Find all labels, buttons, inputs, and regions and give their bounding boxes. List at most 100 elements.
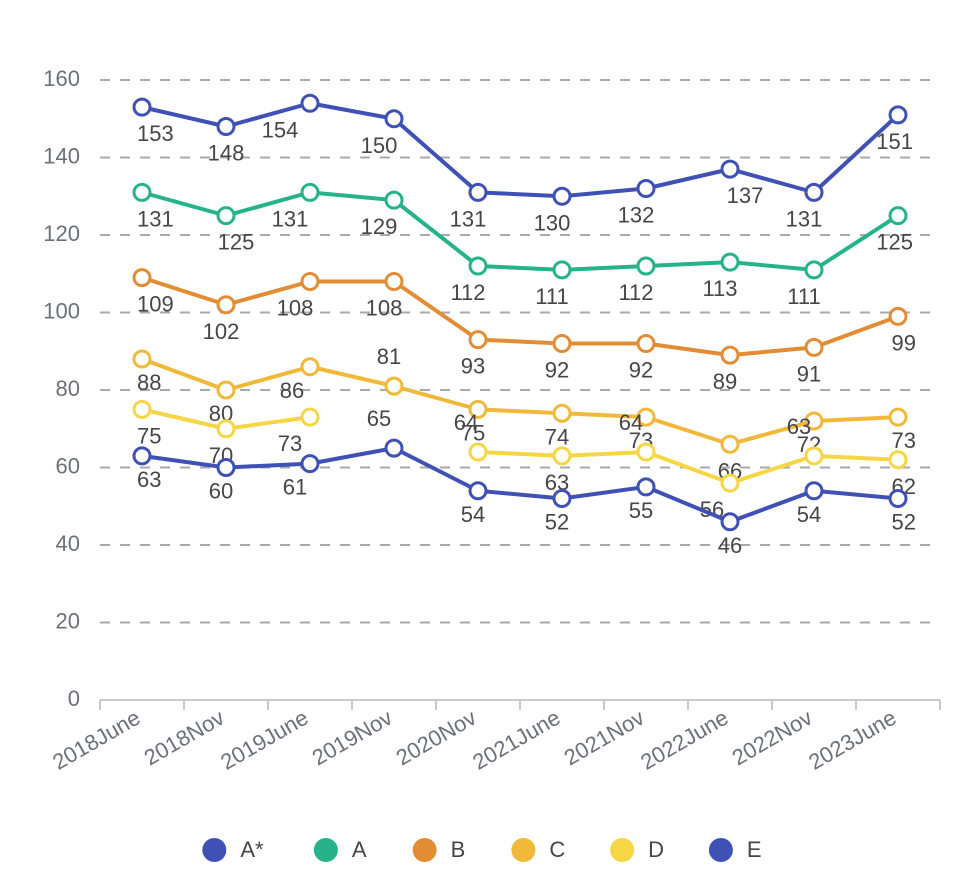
data-label-A*: 131	[450, 206, 487, 231]
marker-A*	[218, 119, 234, 135]
data-label-B: 108	[366, 296, 403, 321]
legend-item[interactable]: C	[511, 837, 565, 862]
marker-B	[218, 297, 234, 313]
legend-marker	[511, 838, 535, 862]
data-label-E: 52	[892, 510, 916, 535]
marker-B	[638, 336, 654, 352]
data-label-A*: 148	[208, 141, 245, 166]
marker-C	[722, 436, 738, 452]
data-label-A: 131	[272, 206, 309, 231]
marker-A*	[554, 188, 570, 204]
marker-D	[890, 452, 906, 468]
legend-marker	[610, 838, 634, 862]
marker-B	[470, 332, 486, 348]
data-label-E: 60	[209, 479, 233, 504]
marker-D	[218, 421, 234, 437]
data-label-A: 125	[218, 230, 255, 255]
x-tick-label: 2019Nov	[308, 705, 397, 771]
legend-item[interactable]: D	[610, 837, 664, 862]
marker-E	[218, 460, 234, 476]
series-line-B	[142, 278, 898, 356]
marker-D	[470, 444, 486, 460]
data-label-C: 81	[377, 344, 401, 369]
x-tick-label: 2021June	[468, 705, 564, 775]
y-tick-label: 160	[43, 66, 80, 91]
data-label-E: 54	[797, 502, 821, 527]
legend-item[interactable]: B	[413, 837, 466, 862]
data-label-E: 46	[718, 533, 742, 558]
series-line-D	[142, 409, 898, 483]
x-tick-label: 2021Nov	[560, 705, 649, 771]
marker-D	[134, 401, 150, 417]
data-label-A*: 137	[727, 183, 764, 208]
marker-A*	[806, 184, 822, 200]
marker-A*	[302, 95, 318, 111]
marker-E	[806, 483, 822, 499]
data-label-A: 111	[535, 284, 568, 309]
marker-E	[554, 491, 570, 507]
marker-E	[638, 479, 654, 495]
marker-D	[806, 448, 822, 464]
marker-A*	[134, 99, 150, 115]
series-A: 131125131129112111112113111125	[134, 184, 913, 309]
x-tick-label: 2018Nov	[140, 705, 229, 771]
data-label-B: 108	[277, 296, 314, 321]
data-label-E: 65	[367, 406, 391, 431]
data-label-A*: 132	[618, 203, 655, 228]
data-label-D: 73	[278, 431, 302, 456]
data-label-A: 112	[450, 280, 485, 305]
marker-A	[302, 184, 318, 200]
marker-C	[554, 405, 570, 421]
data-label-B: 109	[137, 292, 174, 317]
marker-A*	[386, 111, 402, 127]
data-label-B: 91	[797, 361, 821, 386]
data-label-A*: 130	[534, 210, 571, 235]
y-tick-label: 20	[56, 608, 80, 633]
data-label-A*: 154	[262, 117, 299, 142]
data-label-A: 112	[618, 280, 653, 305]
marker-E	[890, 491, 906, 507]
marker-E	[134, 448, 150, 464]
legend-item[interactable]: A*	[202, 837, 264, 862]
legend-label-text: C	[549, 837, 565, 862]
marker-A	[722, 254, 738, 270]
data-label-A: 113	[702, 276, 737, 301]
series-group: 1531481541501311301321371311511311251311…	[134, 95, 916, 558]
marker-C	[386, 378, 402, 394]
series-line-C	[142, 359, 898, 444]
y-tick-label: 140	[43, 143, 80, 168]
data-label-B: 93	[461, 354, 485, 379]
y-tick-label: 60	[56, 453, 80, 478]
marker-A	[218, 208, 234, 224]
chart-container: 0204060801001201401602018June2018Nov2019…	[0, 0, 962, 896]
data-label-D: 63	[787, 414, 811, 439]
data-label-D: 64	[454, 410, 478, 435]
x-tick-labels: 2018June2018Nov2019June2019Nov2020Nov202…	[48, 705, 900, 775]
series-A*: 153148154150131130132137131151	[134, 95, 913, 235]
y-tick-label: 80	[56, 376, 80, 401]
x-tick-label: 2023June	[804, 705, 900, 775]
x-tick-label: 2022Nov	[728, 705, 817, 771]
legend-item[interactable]: A	[314, 837, 367, 862]
series-line-E	[142, 448, 898, 522]
marker-B	[302, 274, 318, 290]
legend-marker	[709, 838, 733, 862]
marker-C	[218, 382, 234, 398]
marker-A*	[638, 181, 654, 197]
marker-E	[470, 483, 486, 499]
data-label-E: 55	[629, 498, 653, 523]
data-label-A*: 150	[361, 133, 398, 158]
marker-B	[890, 308, 906, 324]
marker-E	[386, 440, 402, 456]
data-label-D: 64	[619, 410, 643, 435]
legend-label-text: D	[648, 837, 664, 862]
data-label-A*: 151	[876, 129, 913, 154]
legend: A* A B C D E	[202, 837, 761, 862]
marker-A	[134, 184, 150, 200]
line-chart: 0204060801001201401602018June2018Nov2019…	[0, 0, 962, 896]
marker-B	[806, 339, 822, 355]
data-label-D: 75	[137, 423, 161, 448]
legend-item[interactable]: E	[709, 837, 762, 862]
marker-A	[386, 192, 402, 208]
y-tick-label: 0	[68, 686, 80, 711]
